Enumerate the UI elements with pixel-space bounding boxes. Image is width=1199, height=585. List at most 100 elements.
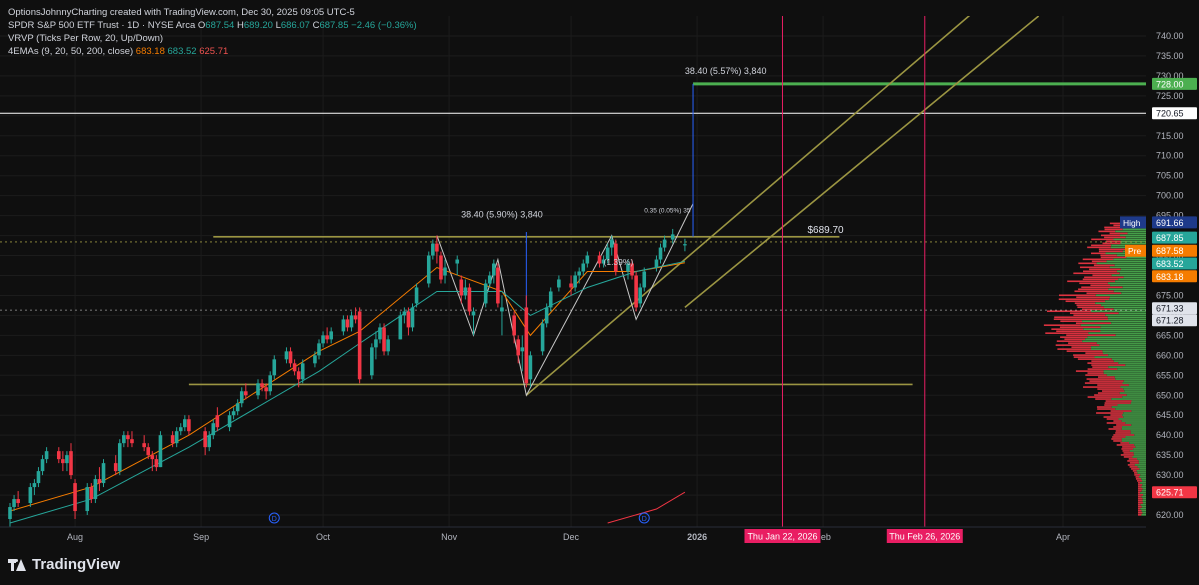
candle	[459, 275, 464, 304]
candle-body	[215, 415, 220, 428]
volume-bar-down	[1097, 392, 1120, 394]
volume-bar-down	[1138, 498, 1143, 500]
volume-bar-up	[1143, 494, 1146, 496]
candle	[345, 315, 350, 332]
volume-bar-up	[1125, 436, 1146, 438]
candle-body	[520, 347, 525, 352]
volume-bar-up	[1137, 458, 1146, 460]
volume-bar-up	[1121, 420, 1146, 422]
volume-bar-down	[1138, 492, 1141, 494]
candle-body	[406, 311, 411, 328]
volume-bar-up	[1115, 378, 1146, 380]
open-value: 687.54	[205, 20, 235, 31]
volume-bar-up	[1111, 322, 1146, 324]
volume-bar-down	[1098, 376, 1115, 378]
candle-body	[284, 351, 289, 360]
volume-bar-down	[1127, 464, 1135, 466]
candle	[101, 459, 106, 488]
volume-bar-up	[1134, 434, 1146, 436]
candle	[634, 271, 638, 312]
chart-legend: OptionsJohnnyCharting created with Tradi…	[8, 6, 417, 58]
volume-bar-down	[1086, 378, 1116, 380]
candle	[585, 251, 590, 268]
candle	[386, 335, 390, 356]
volume-bar-down	[1104, 228, 1123, 231]
price-tag-value: 687.85	[1156, 233, 1184, 243]
candle	[658, 243, 663, 264]
candle	[626, 259, 630, 280]
candle-body	[130, 439, 134, 444]
candle	[455, 255, 460, 276]
time-tick-label: Feb	[815, 532, 831, 542]
volume-bar-up	[1120, 386, 1146, 388]
candle	[113, 455, 118, 476]
volume-bar-down	[1098, 250, 1123, 253]
candle	[187, 415, 191, 436]
volume-bar-up	[1138, 460, 1146, 462]
price-tag-box	[1152, 107, 1197, 120]
candle	[288, 347, 293, 368]
candle-body	[426, 255, 431, 284]
volume-bar-down	[1083, 386, 1121, 388]
candle	[605, 243, 610, 264]
volume-bar-up	[1094, 356, 1146, 358]
candle-body	[296, 371, 301, 380]
volume-bar-down	[1067, 280, 1116, 283]
date-tag-label: Thu Feb 26, 2026	[889, 532, 960, 542]
candle	[357, 307, 362, 384]
ema-indicator[interactable]: 4EMAs (9, 20, 50, 200, close) 683.18 683…	[8, 46, 229, 57]
volume-bar-up	[1113, 308, 1146, 311]
candle-body	[443, 267, 447, 276]
candle	[467, 283, 472, 316]
vrvp-indicator[interactable]: VRVP (Ticks Per Row, 20, Up/Down)	[8, 33, 164, 44]
created-line: OptionsJohnnyCharting created with Tradi…	[8, 7, 355, 18]
volume-bar-up	[1102, 350, 1146, 352]
volume-bar-up	[1125, 236, 1146, 239]
volume-bar-up	[1088, 332, 1146, 334]
volume-bar-down	[1087, 372, 1104, 374]
volume-bar-down	[1120, 442, 1130, 444]
symbol-ohlc-row: SPDR S&P 500 ETF Trust · 1D · NYSE Arca …	[8, 20, 417, 31]
candle-body	[512, 315, 516, 336]
candle	[122, 431, 126, 448]
volume-bar-down	[1123, 456, 1133, 458]
volume-bar-down	[1113, 420, 1122, 422]
candle-body	[613, 243, 618, 272]
ema200-value: 625.71	[199, 46, 229, 57]
candle-body	[239, 391, 244, 404]
volume-bar-down	[1091, 364, 1126, 366]
volume-bar-up	[1115, 334, 1146, 336]
volume-bar-down	[1073, 354, 1109, 356]
candle-body	[638, 287, 642, 304]
candle	[256, 379, 260, 400]
candle	[569, 275, 573, 296]
volume-bar-up	[1128, 384, 1146, 386]
volume-bar-down	[1104, 236, 1126, 239]
candle-body	[211, 423, 216, 436]
dividend-marker-icon	[268, 512, 280, 524]
volume-bar-up	[1102, 352, 1146, 354]
price-tag-label-box	[1125, 244, 1146, 257]
candle	[146, 443, 151, 460]
candle-body	[16, 499, 20, 504]
volume-bar-up	[1140, 492, 1146, 494]
volume-bar-up	[1120, 240, 1146, 243]
candle	[435, 235, 439, 264]
candle	[89, 483, 94, 504]
candle-body	[85, 487, 90, 512]
price-tick-label: 620.00	[1156, 510, 1184, 520]
price-tag-box	[1152, 244, 1197, 257]
candle-body	[44, 451, 49, 460]
measure-label-1: 38.40 (5.57%) 3,840	[685, 66, 767, 76]
candle-body	[56, 451, 61, 460]
tradingview-brand[interactable]: TradingView	[8, 556, 120, 573]
candle	[426, 251, 431, 288]
candle-body	[231, 411, 236, 416]
volume-bar-up	[1118, 362, 1146, 364]
candle	[158, 431, 163, 468]
volume-bar-down	[1097, 384, 1129, 386]
candle	[492, 259, 496, 284]
volume-bar-down	[1053, 318, 1109, 321]
price-tag-value: 683.52	[1156, 259, 1184, 269]
